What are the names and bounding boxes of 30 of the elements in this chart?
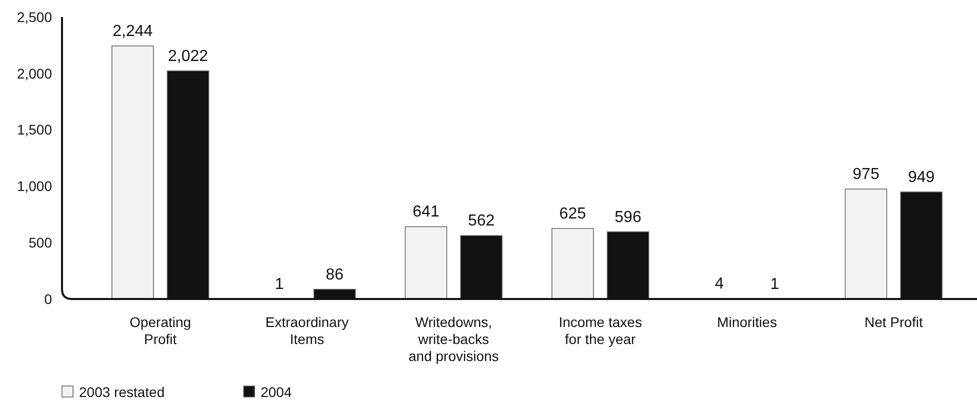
data-label: 2,244 xyxy=(112,22,153,40)
y-tick-label: 1,000 xyxy=(16,178,52,194)
y-tick-label: 500 xyxy=(28,234,52,250)
data-label: 596 xyxy=(614,208,642,226)
data-label: 1 xyxy=(274,276,284,293)
legend-label: 2003 restated xyxy=(79,384,165,400)
y-tick-label: 1,500 xyxy=(16,122,52,138)
data-label: 641 xyxy=(412,204,440,221)
data-label: 86 xyxy=(326,266,344,284)
bar xyxy=(844,188,888,300)
bar xyxy=(404,226,448,300)
x-tick-label: Income taxes for the year xyxy=(558,314,642,347)
x-tick-label: Minorities xyxy=(717,314,777,330)
bar xyxy=(552,228,594,300)
x-tick-label: Net Profit xyxy=(864,314,923,330)
y-tick-label: 2,000 xyxy=(16,65,52,82)
y-tick-label: 2,500 xyxy=(16,8,52,25)
x-tick-label: Writedowns, write-backs and provisions xyxy=(408,314,499,364)
data-label: 625 xyxy=(559,206,586,222)
data-label: 975 xyxy=(852,166,880,184)
data-label: 1 xyxy=(770,276,780,293)
y-tick-label: 0 xyxy=(44,290,52,307)
data-label: 2,022 xyxy=(168,48,208,65)
bar xyxy=(112,45,154,300)
data-label: 562 xyxy=(468,212,495,230)
x-tick-label: Operating Profit xyxy=(130,314,192,347)
data-label: 4 xyxy=(714,276,724,293)
legend-label: 2004 xyxy=(260,384,292,400)
data-label: 949 xyxy=(908,168,935,186)
x-tick-label: Extraordinary Items xyxy=(265,314,349,347)
